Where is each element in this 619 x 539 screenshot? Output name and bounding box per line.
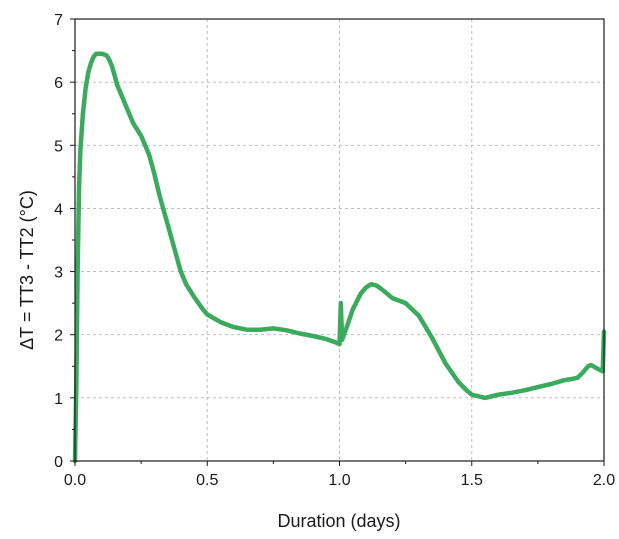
y-tick-label: 6 [54, 75, 63, 92]
y-tick-label: 4 [54, 201, 63, 218]
x-tick-label: 1.5 [461, 472, 483, 489]
series-layer [72, 51, 607, 464]
grid-layer [75, 19, 604, 461]
x-tick-label: 2.0 [593, 472, 615, 489]
y-tick-label: 3 [54, 265, 63, 282]
series-line [72, 51, 607, 464]
tick-layer: 0.0 0.5 1.0 1.5 2.0 0 1 2 3 4 5 6 7 [54, 12, 615, 489]
y-tick-label: 1 [54, 391, 63, 408]
x-tick-label: 0.5 [196, 472, 218, 489]
x-axis-title: Duration (days) [277, 511, 400, 531]
x-tick-label: 0.0 [64, 472, 86, 489]
y-tick-label: 0 [54, 454, 63, 471]
y-tick-label: 7 [54, 12, 63, 29]
x-tick-label: 1.0 [328, 472, 350, 489]
y-axis-title: ΔT = TT3 - TT2 (°C) [17, 190, 37, 350]
y-tick-label: 5 [54, 138, 63, 155]
y-tick-label: 2 [54, 328, 63, 345]
